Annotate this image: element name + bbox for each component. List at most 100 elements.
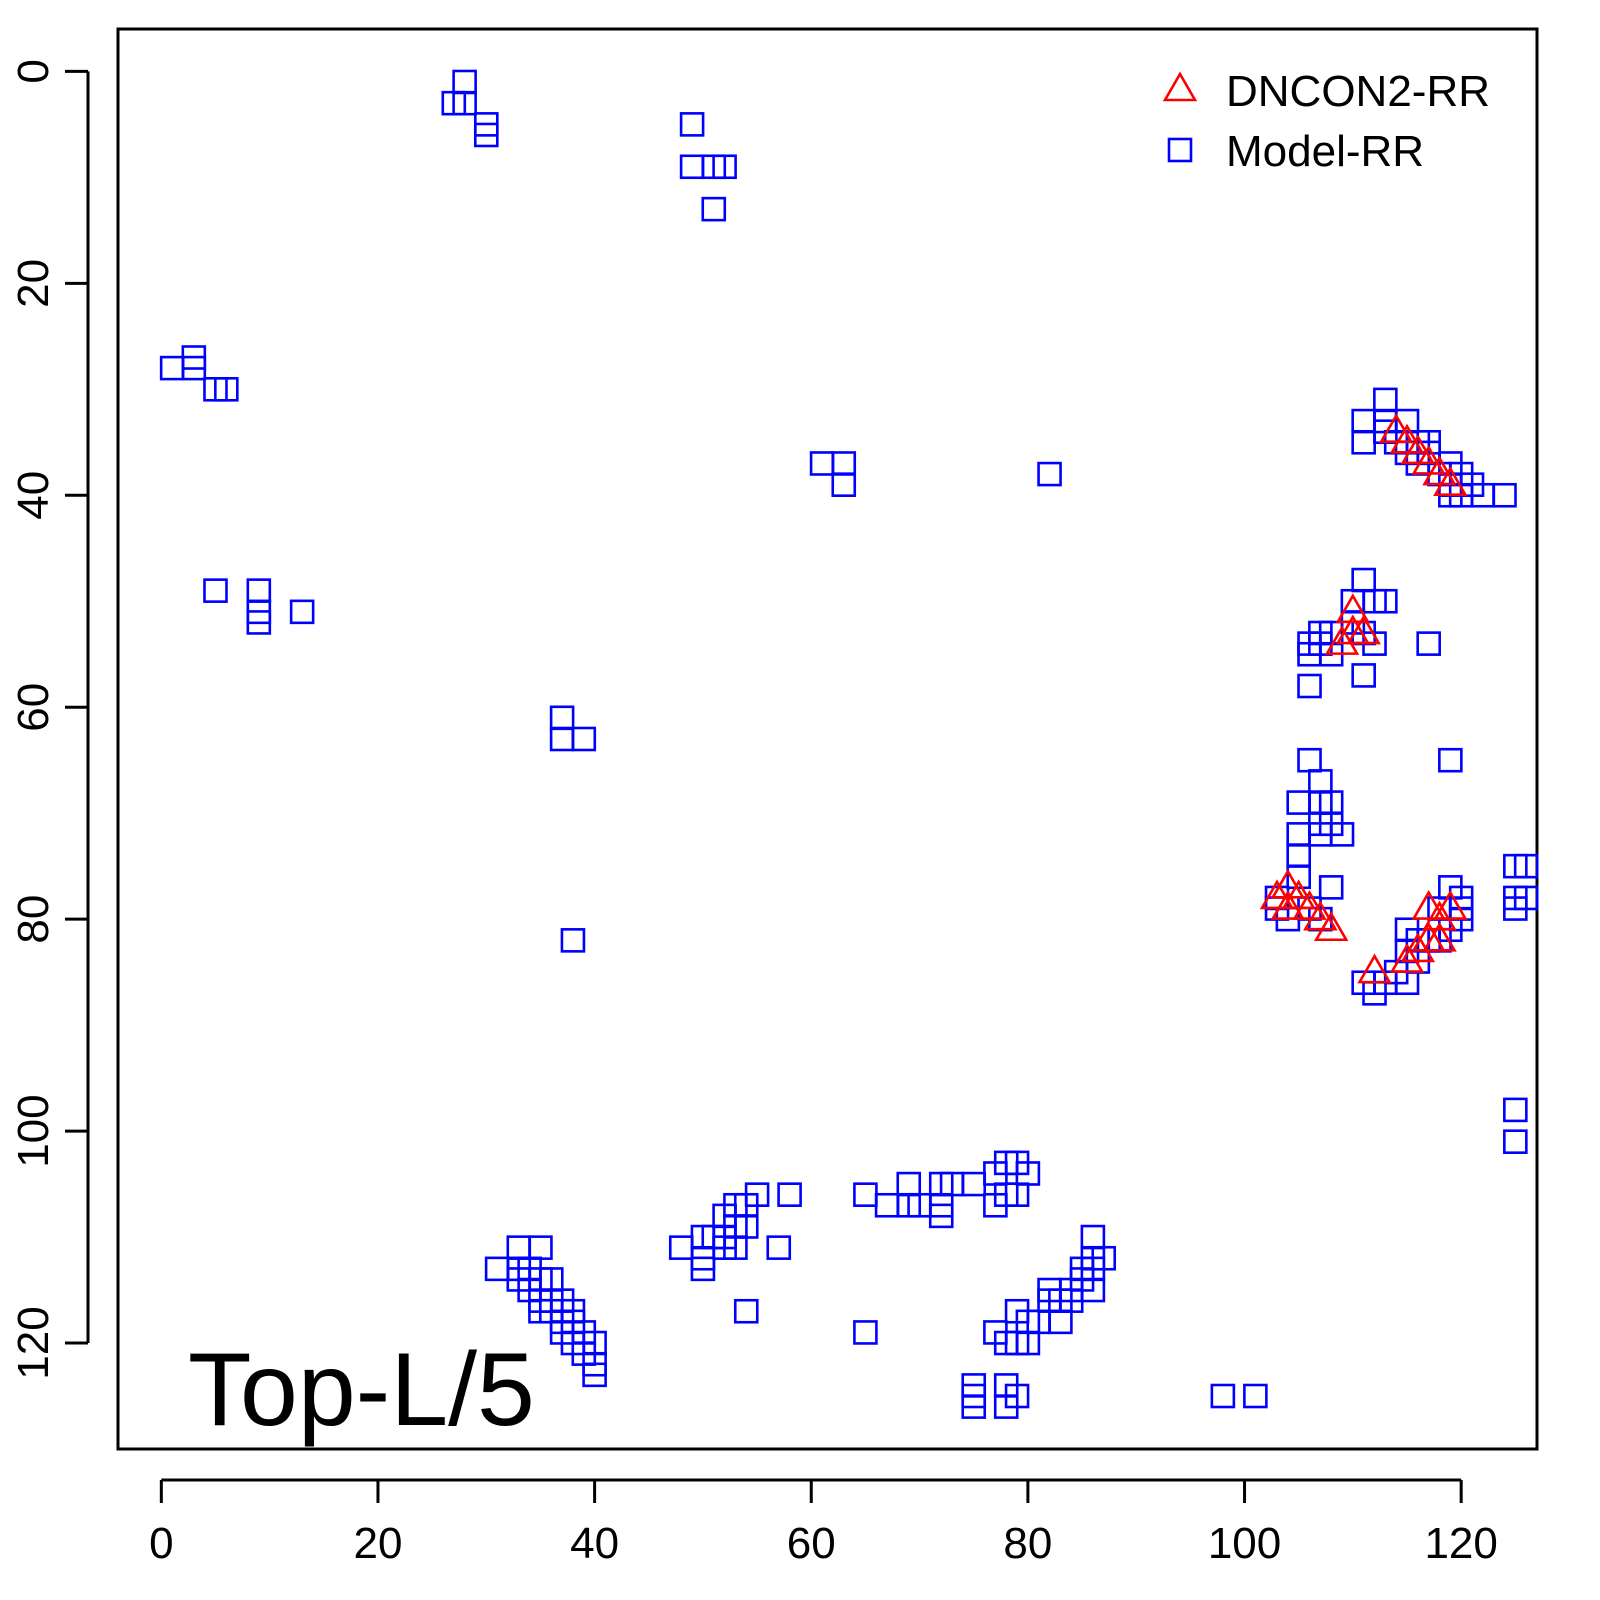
x-tick-label: 100 — [1208, 1519, 1281, 1568]
model-rr-point — [701, 196, 727, 222]
model-rr-point — [1091, 1245, 1117, 1271]
model-rr-point — [961, 1171, 987, 1197]
model-rr-point — [159, 355, 185, 381]
model-rr-point — [723, 1192, 748, 1218]
model-rr-point — [289, 599, 315, 625]
y-axis: 0 20 40 60 80 100 120 — [9, 59, 90, 1380]
dncon2-rr-point — [1303, 900, 1338, 931]
model-rr-point — [777, 1182, 802, 1207]
model-rr-point — [1351, 567, 1376, 593]
model-rr-point — [766, 1235, 792, 1260]
model-rr-point — [853, 1320, 878, 1345]
model-rr-point — [1503, 1129, 1528, 1154]
x-tick-label: 0 — [149, 1519, 173, 1568]
model-rr-point — [246, 578, 272, 603]
model-rr-point — [679, 154, 705, 180]
model-rr-point — [831, 451, 857, 476]
model-rr-point — [896, 1171, 922, 1197]
model-rr-point — [1048, 1309, 1073, 1335]
model-rr-point — [549, 726, 575, 752]
model-rr-point — [679, 112, 705, 137]
y-tick-label: 40 — [9, 471, 58, 520]
model-rr-point — [582, 1362, 607, 1388]
panel-label: Top-L/5 — [188, 1332, 535, 1448]
dncon2-rr-point — [1411, 444, 1446, 475]
dncon2-rr-point — [1346, 614, 1381, 645]
x-axis: 0 20 40 60 80 100 120 — [149, 1478, 1498, 1568]
model-rr-point — [1513, 853, 1539, 879]
x-tick-label: 40 — [570, 1519, 619, 1568]
model-rr-point — [1297, 747, 1322, 773]
model-rr-point — [831, 472, 857, 497]
dncon2-rr-point — [1422, 921, 1457, 952]
model-rr-point — [246, 610, 272, 635]
model-rr-point — [1351, 663, 1376, 688]
dncon2-rr-point — [1335, 593, 1371, 624]
dncon2-rr-point — [1357, 953, 1392, 984]
model-rr-point — [181, 355, 207, 381]
model-rr-point — [1210, 1383, 1236, 1409]
model-rr-point — [853, 1182, 878, 1207]
dncon2-rr-point — [1433, 889, 1468, 920]
model-rr-point — [452, 90, 477, 116]
model-rr-point — [1080, 1277, 1106, 1303]
model-rr-point — [1329, 822, 1355, 847]
y-tick-label: 0 — [9, 59, 58, 83]
legend-entry-label: DNCON2-RR — [1226, 67, 1490, 116]
model-rr-point — [690, 1256, 716, 1282]
model-rr-point — [1438, 747, 1463, 773]
model-rr-point — [809, 451, 835, 476]
dncon2-rr-point — [1433, 466, 1468, 496]
model-rr-point — [571, 726, 597, 752]
model-rr-point — [1492, 482, 1517, 508]
dncon2-rr-point — [1313, 911, 1349, 942]
model-rr-point — [1286, 822, 1311, 847]
dncon2-rr-point — [1389, 423, 1425, 454]
y-tick-label: 100 — [9, 1094, 58, 1167]
model-rr-point — [549, 705, 575, 731]
model-rr-point — [452, 69, 477, 95]
dncon2-rr-point — [1292, 889, 1327, 920]
model-rr-point — [1004, 1383, 1030, 1409]
model-rr-point — [1286, 843, 1311, 868]
model-rr-point — [1318, 875, 1344, 900]
model-rr-point — [961, 1394, 987, 1419]
x-tick-label: 20 — [353, 1519, 402, 1568]
dncon2-rr-point — [1411, 889, 1446, 920]
legend-marker-dncon2-rr — [1162, 71, 1198, 102]
model-rr-point — [1243, 1383, 1268, 1409]
model-rr-point — [203, 578, 228, 603]
x-tick-label: 60 — [787, 1519, 836, 1568]
model-rr-point — [1373, 387, 1398, 413]
dncon2-rr-point — [1422, 455, 1457, 486]
y-tick-label: 120 — [9, 1306, 58, 1379]
model-rr-point — [214, 376, 239, 402]
model-rr-point — [668, 1235, 694, 1260]
y-tick-label: 60 — [9, 683, 58, 732]
y-tick-label: 80 — [9, 895, 58, 944]
model-rr-point — [506, 1235, 532, 1260]
model-rr-point — [1351, 408, 1376, 434]
dncon2-rr-point — [1422, 900, 1457, 931]
model-rr-point — [484, 1256, 510, 1282]
x-tick-label: 80 — [1003, 1519, 1052, 1568]
model-rr-point — [928, 1192, 954, 1218]
model-rr-point — [1503, 1097, 1528, 1123]
model-rr-point — [1351, 429, 1376, 455]
dncon2-rr-point — [1378, 413, 1414, 443]
x-tick-label: 120 — [1424, 1519, 1497, 1568]
model-rr-point — [528, 1235, 553, 1260]
model-rr-point — [1308, 769, 1333, 794]
model-rr-point — [1037, 461, 1062, 487]
model-rr-point — [560, 928, 586, 953]
model-rr-point — [1416, 631, 1441, 656]
data-points — [159, 69, 1539, 1419]
dncon2-rr-point — [1400, 434, 1436, 465]
dncon2-rr-point — [1270, 889, 1306, 920]
dncon2-rr-point — [1270, 868, 1306, 899]
dncon2-rr-point — [1281, 879, 1316, 910]
legend: DNCON2-RR Model-RR — [1162, 67, 1490, 176]
y-tick-label: 20 — [9, 259, 58, 308]
model-rr-point — [1503, 896, 1528, 921]
